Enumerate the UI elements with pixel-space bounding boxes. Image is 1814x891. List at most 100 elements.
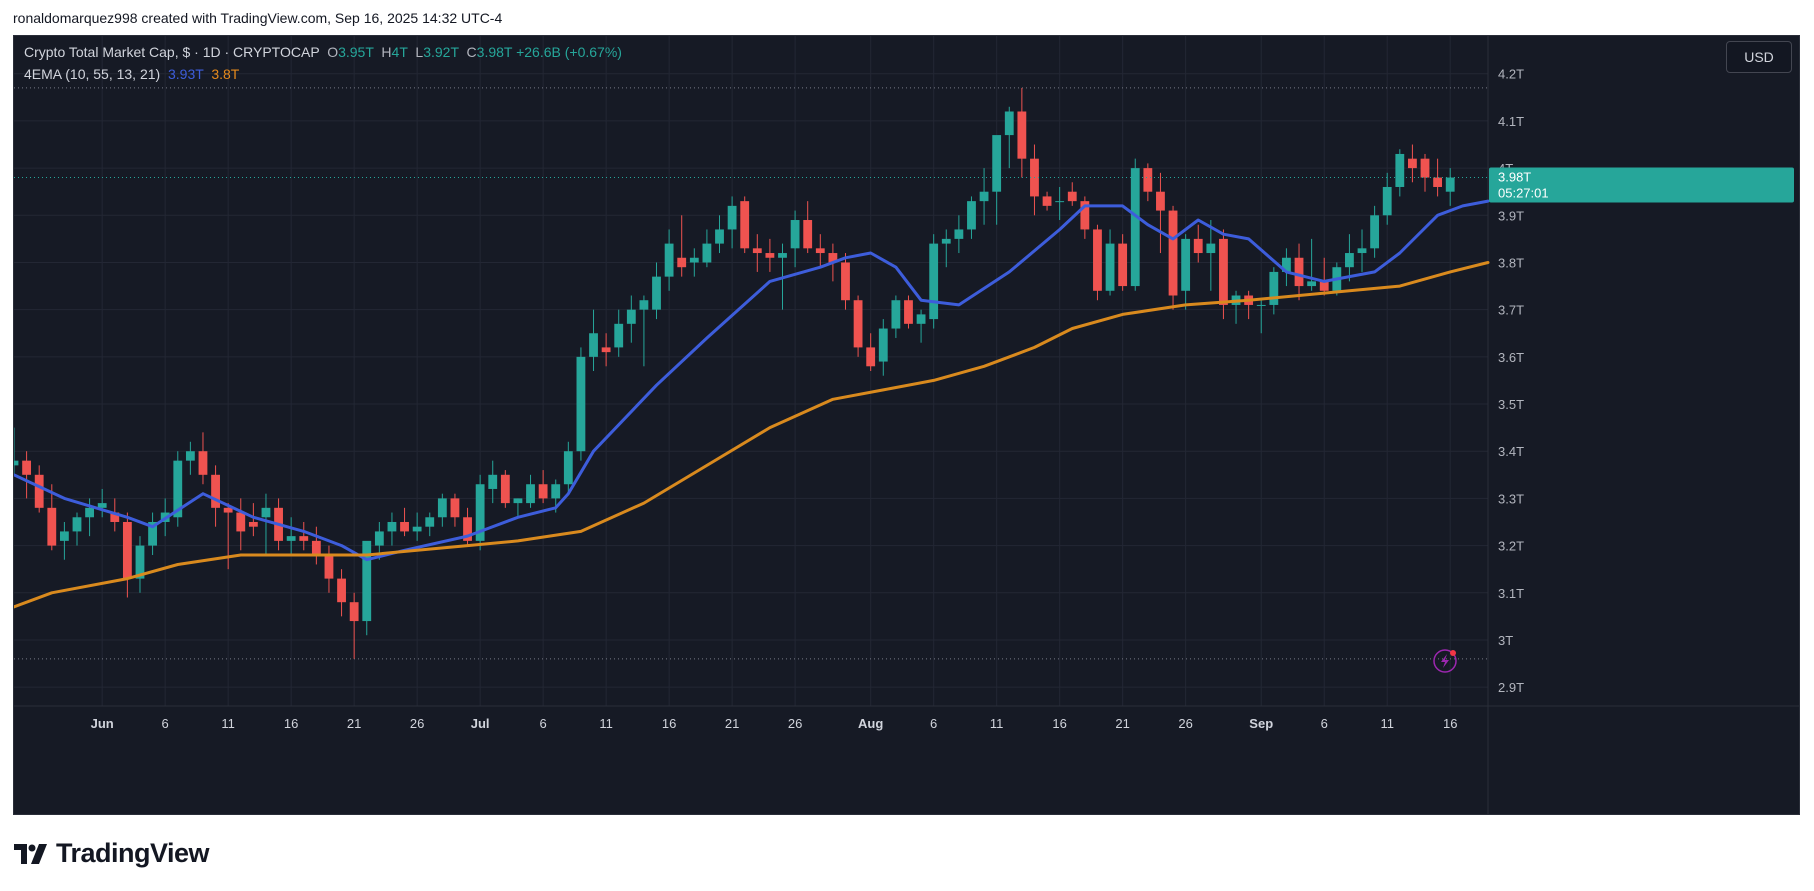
candle-body[interactable] <box>941 238 951 244</box>
candle-body[interactable] <box>601 347 611 353</box>
candle-body[interactable] <box>211 474 220 508</box>
candle-body[interactable] <box>236 512 246 532</box>
candle-body[interactable] <box>425 517 435 527</box>
candle-body[interactable] <box>1370 215 1380 249</box>
candle-body[interactable] <box>72 517 82 532</box>
candle-body[interactable] <box>626 309 636 324</box>
candle-body[interactable] <box>59 531 69 541</box>
candle-body[interactable] <box>715 229 724 244</box>
candle-body[interactable] <box>110 512 120 522</box>
candle-body[interactable] <box>689 257 699 263</box>
candle-body[interactable] <box>299 536 309 541</box>
candle-body[interactable] <box>1080 201 1090 230</box>
candle-body[interactable] <box>1181 238 1191 291</box>
indicator-legend[interactable]: 4EMA (10, 55, 13, 21) 3.93T 3.8T <box>24 66 239 82</box>
chart-panel[interactable]: 2.9T 3T 3.1T 3.2T 3.3T 3.4T 3.5T 3.6T 3.7T 3.8T 3.… <box>13 35 1800 815</box>
candle-body[interactable] <box>14 460 19 466</box>
candle-body[interactable] <box>740 201 750 249</box>
candle-body[interactable] <box>261 507 271 518</box>
candle-body[interactable] <box>1156 191 1165 211</box>
candle-body[interactable] <box>589 333 598 357</box>
candle-body[interactable] <box>1004 111 1014 136</box>
candle-body[interactable] <box>752 248 762 254</box>
ema-slow-line[interactable] <box>14 261 1490 609</box>
candle-body[interactable] <box>954 229 964 239</box>
candle-body[interactable] <box>1357 248 1367 254</box>
candle-body[interactable] <box>1408 158 1417 169</box>
candle-body[interactable] <box>450 498 460 518</box>
candle-body[interactable] <box>815 248 825 254</box>
candle-body[interactable] <box>1168 210 1178 296</box>
candle-body[interactable] <box>790 220 800 249</box>
candle-body[interactable] <box>1055 201 1065 203</box>
candle-body[interactable] <box>841 262 850 301</box>
candle-body[interactable] <box>513 498 523 504</box>
candle-body[interactable] <box>1093 229 1102 291</box>
indicator-name[interactable]: 4EMA (10, 55, 13, 21) <box>24 66 161 82</box>
candle-body[interactable] <box>362 540 372 622</box>
candle-body[interactable] <box>1420 158 1430 178</box>
candle-body[interactable] <box>551 484 561 499</box>
candle-body[interactable] <box>1193 238 1203 254</box>
candle-body[interactable] <box>500 474 510 504</box>
candle-body[interactable] <box>135 545 145 579</box>
candle-body[interactable] <box>488 474 498 489</box>
candle-body[interactable] <box>576 356 586 452</box>
candle-body[interactable] <box>853 300 863 348</box>
candle-body[interactable] <box>904 300 913 324</box>
candle-body[interactable] <box>47 507 57 546</box>
candle-body[interactable] <box>878 328 888 362</box>
candle-body[interactable] <box>992 135 1002 192</box>
candle-body[interactable] <box>563 451 573 485</box>
candle-body[interactable] <box>1206 243 1216 254</box>
candle-body[interactable] <box>866 347 876 367</box>
candle-body[interactable] <box>22 460 32 475</box>
candle-body[interactable] <box>185 451 195 461</box>
candle-body[interactable] <box>1395 153 1405 187</box>
lightning-alert-icon[interactable] <box>1433 649 1457 673</box>
candle-body[interactable] <box>1294 257 1304 287</box>
candle-body[interactable] <box>1105 243 1115 291</box>
footer-logo[interactable]: TradingView <box>14 838 210 869</box>
candle-body[interactable] <box>538 484 548 499</box>
candle-body[interactable] <box>248 521 258 527</box>
candle-body[interactable] <box>34 474 44 508</box>
candle-body[interactable] <box>337 578 346 603</box>
candle-body[interactable] <box>677 257 687 268</box>
candle-body[interactable] <box>1445 177 1455 192</box>
candle-body[interactable] <box>652 276 661 310</box>
candle-body[interactable] <box>463 517 472 541</box>
candle-body[interactable] <box>727 205 737 230</box>
candle-body[interactable] <box>1256 304 1266 306</box>
candle-body[interactable] <box>122 521 132 579</box>
candle-body[interactable] <box>929 243 939 320</box>
candle-body[interactable] <box>614 323 624 348</box>
candle-body[interactable] <box>1017 111 1027 159</box>
candle-body[interactable] <box>400 521 409 532</box>
candle-body[interactable] <box>765 253 775 258</box>
candle-body[interactable] <box>639 300 649 310</box>
candle-body[interactable] <box>437 498 447 518</box>
candle-body[interactable] <box>97 503 107 508</box>
candle-body[interactable] <box>349 602 359 622</box>
candle-body[interactable] <box>664 243 674 277</box>
candle-body[interactable] <box>1219 238 1228 305</box>
ema-fast-line[interactable] <box>14 199 1490 562</box>
candle-body[interactable] <box>1382 186 1392 216</box>
candle-body[interactable] <box>374 531 384 546</box>
candle-body[interactable] <box>967 201 976 230</box>
candle-body[interactable] <box>1433 177 1443 187</box>
symbol-title[interactable]: Crypto Total Market Cap, $ · 1D · CRYPTO… <box>24 44 320 60</box>
candle-body[interactable] <box>891 300 901 329</box>
candle-body[interactable] <box>979 191 989 202</box>
candle-body[interactable] <box>286 536 296 541</box>
candle-body[interactable] <box>1143 168 1153 192</box>
candle-body[interactable] <box>702 243 712 263</box>
candle-body[interactable] <box>828 253 838 263</box>
candle-body[interactable] <box>324 555 334 579</box>
candle-body[interactable] <box>1345 253 1354 268</box>
candle-body[interactable] <box>803 220 813 249</box>
candle-body[interactable] <box>1307 281 1317 287</box>
candle-body[interactable] <box>475 484 485 541</box>
candle-body[interactable] <box>916 314 926 324</box>
